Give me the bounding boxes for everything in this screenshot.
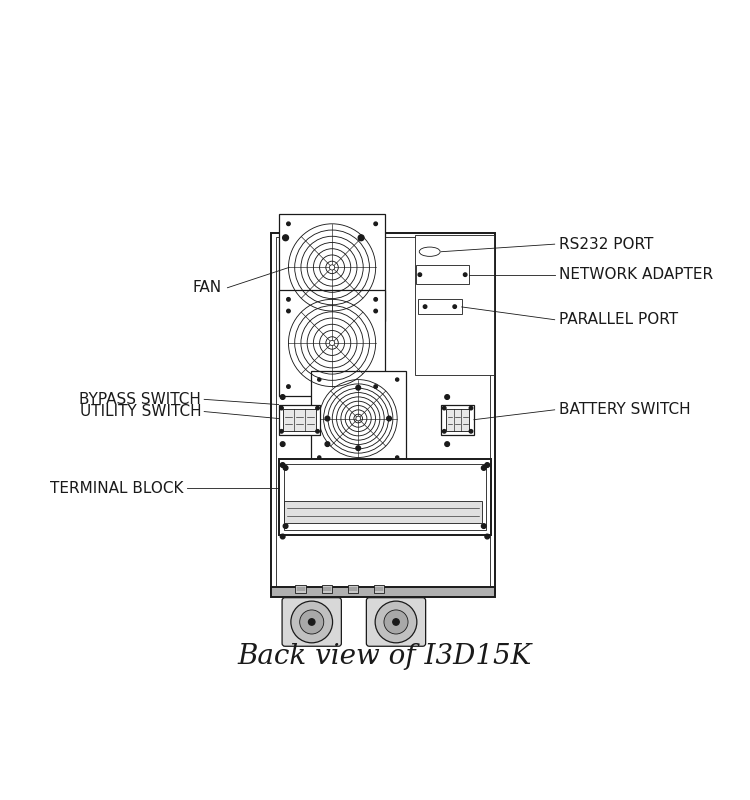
Circle shape xyxy=(280,430,284,433)
Circle shape xyxy=(356,416,361,421)
Text: RS232 PORT: RS232 PORT xyxy=(559,237,653,252)
Circle shape xyxy=(464,273,467,277)
Ellipse shape xyxy=(419,247,440,256)
Circle shape xyxy=(375,601,417,643)
Bar xyxy=(278,459,490,534)
Bar xyxy=(418,299,462,314)
Bar xyxy=(416,265,469,284)
Bar xyxy=(284,501,482,523)
Circle shape xyxy=(316,430,320,433)
Circle shape xyxy=(325,442,330,446)
Text: TERMINAL BLOCK: TERMINAL BLOCK xyxy=(50,481,184,496)
Text: NETWORK ADAPTER: NETWORK ADAPTER xyxy=(559,267,712,282)
Circle shape xyxy=(356,386,361,390)
Circle shape xyxy=(318,378,321,381)
Circle shape xyxy=(280,442,285,446)
Circle shape xyxy=(300,610,324,634)
Bar xyxy=(284,409,316,430)
Circle shape xyxy=(442,406,446,410)
FancyBboxPatch shape xyxy=(282,598,341,646)
Circle shape xyxy=(374,385,377,388)
Circle shape xyxy=(308,618,315,625)
Circle shape xyxy=(470,406,472,410)
Bar xyxy=(296,586,306,593)
Circle shape xyxy=(280,462,285,467)
Circle shape xyxy=(445,442,449,446)
Circle shape xyxy=(325,416,330,421)
Bar xyxy=(284,465,485,530)
Circle shape xyxy=(356,446,361,450)
Circle shape xyxy=(283,235,289,241)
FancyBboxPatch shape xyxy=(366,598,426,646)
Circle shape xyxy=(393,618,399,625)
Circle shape xyxy=(442,430,446,433)
Text: BYPASS SWITCH: BYPASS SWITCH xyxy=(80,392,201,407)
Circle shape xyxy=(485,462,490,467)
Text: FAN: FAN xyxy=(193,280,222,295)
Circle shape xyxy=(329,340,334,346)
Bar xyxy=(271,586,495,597)
Circle shape xyxy=(286,298,290,301)
Circle shape xyxy=(329,265,334,270)
Circle shape xyxy=(318,456,321,459)
Circle shape xyxy=(374,310,377,313)
Circle shape xyxy=(445,394,449,399)
Text: UTILITY SWITCH: UTILITY SWITCH xyxy=(80,404,201,419)
Circle shape xyxy=(280,394,285,399)
Circle shape xyxy=(280,406,284,410)
Bar xyxy=(271,233,495,593)
Bar xyxy=(310,371,406,466)
Circle shape xyxy=(284,524,288,528)
Circle shape xyxy=(286,385,290,388)
Circle shape xyxy=(453,305,457,308)
Bar xyxy=(374,586,384,593)
Circle shape xyxy=(286,310,290,313)
Circle shape xyxy=(395,456,399,459)
Circle shape xyxy=(418,273,422,277)
Bar xyxy=(446,409,470,430)
Circle shape xyxy=(284,466,288,470)
Circle shape xyxy=(286,222,290,226)
Circle shape xyxy=(423,305,427,308)
Bar xyxy=(279,290,386,396)
Circle shape xyxy=(384,610,408,634)
Circle shape xyxy=(470,430,472,433)
Bar xyxy=(278,405,320,435)
Bar xyxy=(416,235,494,375)
Circle shape xyxy=(482,466,486,470)
Circle shape xyxy=(374,222,377,226)
Text: PARALLEL PORT: PARALLEL PORT xyxy=(559,312,678,327)
Bar xyxy=(279,214,386,321)
Circle shape xyxy=(316,406,320,410)
Bar xyxy=(276,237,490,588)
Text: Back view of I3D15K: Back view of I3D15K xyxy=(237,643,532,670)
Circle shape xyxy=(485,534,490,539)
Circle shape xyxy=(395,378,399,381)
Circle shape xyxy=(374,298,377,301)
Circle shape xyxy=(482,524,486,528)
Circle shape xyxy=(291,601,332,643)
Text: BATTERY SWITCH: BATTERY SWITCH xyxy=(559,402,690,418)
Circle shape xyxy=(387,416,392,421)
Bar xyxy=(348,586,358,593)
Circle shape xyxy=(280,534,285,539)
Bar xyxy=(441,405,474,435)
Bar xyxy=(322,586,332,593)
Circle shape xyxy=(358,235,364,241)
